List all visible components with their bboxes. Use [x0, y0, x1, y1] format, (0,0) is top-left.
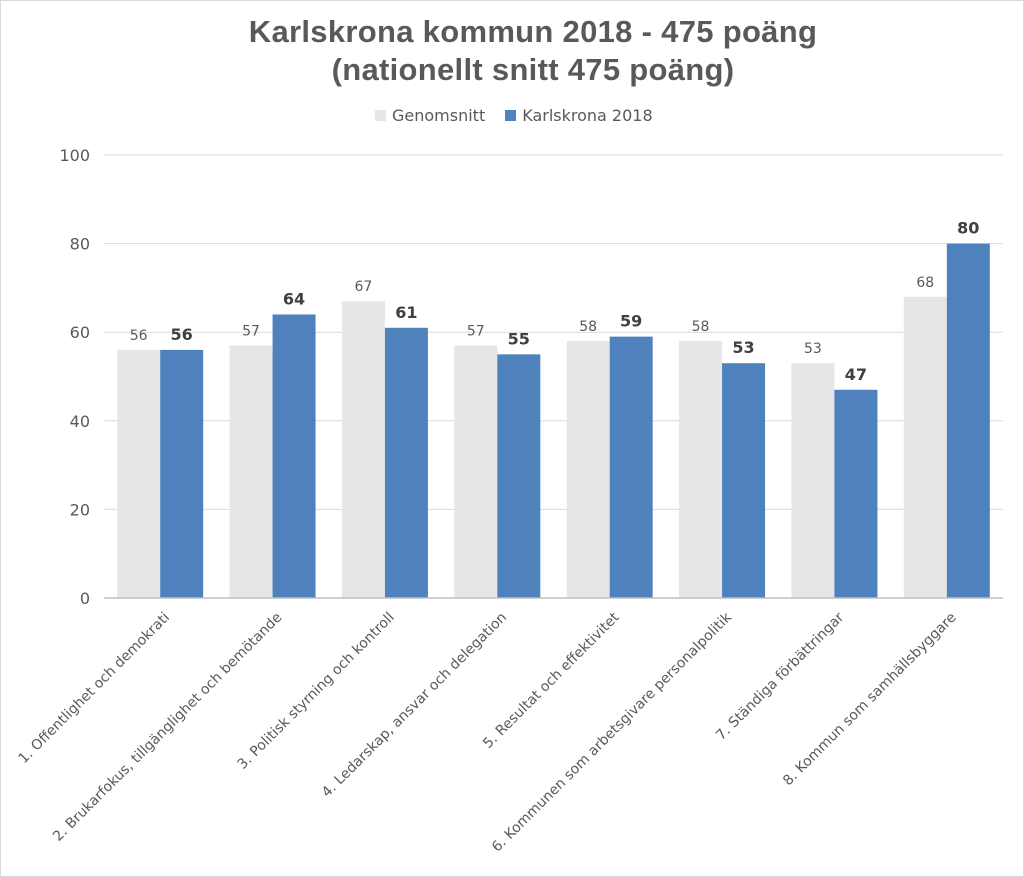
data-label-karlskrona-6: 53	[732, 338, 754, 357]
data-label-genomsnitt-7: 53	[804, 341, 822, 357]
bar-genomsnitt-3	[341, 301, 385, 598]
y-tick-label-20: 20	[70, 500, 90, 519]
bar-karlskrona-1	[160, 349, 204, 598]
legend-swatch-karlskrona	[505, 109, 517, 121]
data-label-genomsnitt-6: 58	[692, 319, 710, 335]
y-tick-label-80: 80	[70, 235, 90, 254]
bar-karlskrona-7	[834, 389, 878, 598]
y-tick-label-100: 100	[59, 146, 90, 165]
bar-genomsnitt-7	[791, 363, 835, 598]
bar-genomsnitt-2	[229, 345, 273, 598]
data-label-karlskrona-8: 80	[957, 219, 979, 238]
bar-genomsnitt-5	[566, 341, 610, 598]
data-label-karlskrona-2: 64	[283, 289, 305, 308]
chart-title: Karlskrona kommun 2018 - 475 poäng	[248, 14, 818, 49]
y-tick-label-0: 0	[80, 589, 90, 608]
bar-genomsnitt-4	[454, 345, 498, 598]
y-tick-label-60: 60	[70, 323, 90, 342]
x-tick-label-6: 6. Kommunen som arbetsgivare personalpol…	[489, 609, 735, 855]
data-label-karlskrona-1: 56	[171, 325, 193, 344]
chart-subtitle: (nationellt snitt 475 poäng)	[331, 52, 735, 87]
bar-karlskrona-4	[497, 354, 541, 598]
legend-item-karlskrona: Karlskrona 2018	[505, 105, 653, 125]
chart-legend: Genomsnitt Karlskrona 2018	[375, 104, 653, 126]
bar-karlskrona-6	[722, 363, 766, 598]
x-tick-label-4: 4. Ledarskap, ansvar och delegation	[319, 610, 510, 801]
bar-karlskrona-3	[384, 327, 428, 598]
data-label-karlskrona-4: 55	[508, 329, 530, 348]
bar-genomsnitt-8	[903, 296, 947, 598]
data-label-genomsnitt-5: 58	[579, 319, 597, 335]
data-label-genomsnitt-8: 68	[916, 275, 934, 291]
x-tick-label-2: 2. Brukarfokus, tillgänglighet och bemöt…	[50, 610, 285, 845]
y-tick-label-40: 40	[70, 412, 90, 431]
legend-item-genomsnitt: Genomsnitt	[375, 106, 485, 125]
x-tick-label-8: 8. Kommun som samhällsbyggare	[780, 610, 960, 790]
bar-genomsnitt-6	[679, 341, 723, 598]
legend-label-karlskrona: Karlskrona 2018	[522, 105, 653, 125]
data-label-genomsnitt-4: 57	[467, 323, 485, 339]
bar-karlskrona-8	[946, 243, 990, 598]
bar-karlskrona-2	[272, 314, 316, 598]
legend-label-genomsnitt: Genomsnitt	[392, 105, 486, 125]
bar-genomsnitt-1	[117, 349, 161, 598]
data-label-karlskrona-7: 47	[845, 365, 867, 384]
data-label-genomsnitt-1: 56	[130, 328, 148, 344]
bar-karlskrona-5	[609, 336, 653, 598]
data-label-karlskrona-5: 59	[620, 312, 642, 331]
data-label-karlskrona-3: 61	[395, 303, 417, 322]
legend-swatch-genomsnitt	[375, 109, 386, 121]
data-label-genomsnitt-3: 67	[355, 279, 373, 295]
data-label-genomsnitt-2: 57	[242, 323, 260, 339]
x-tick-label-7: 7. Ständiga förbättringar	[713, 609, 847, 743]
